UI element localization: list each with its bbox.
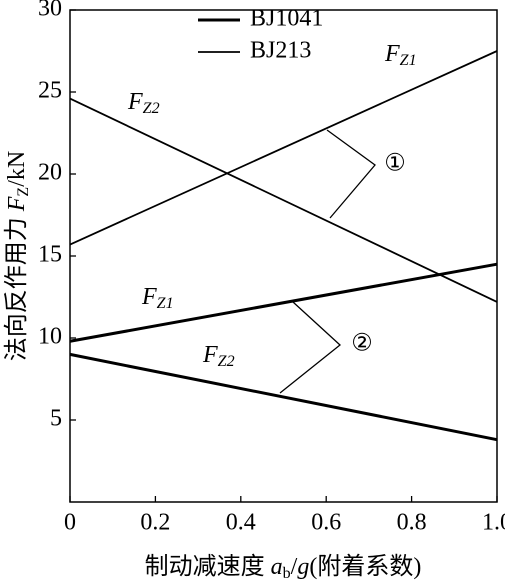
y-axis-label: 法向反作用力 FZ/kN: [3, 151, 32, 361]
x-tick-label: 0.4: [226, 510, 256, 536]
x-tick-label: 1.0: [482, 510, 505, 536]
legend-label: BJ213: [250, 38, 311, 64]
bracket: [326, 129, 376, 219]
series-line: [69, 352, 498, 442]
y-tick-label: 5: [50, 406, 62, 432]
series-line: [69, 50, 498, 246]
series-label: FZ2: [202, 342, 235, 370]
series-line: [69, 262, 498, 343]
x-tick-label: 0.6: [311, 510, 341, 536]
series-line: [69, 97, 498, 303]
y-tick-label: 30: [38, 0, 62, 22]
series-label: FZ1: [384, 41, 417, 69]
series-label: FZ2: [127, 89, 160, 117]
marker-label: ②: [351, 331, 373, 357]
x-tick-label: 0: [64, 510, 76, 536]
y-tick-label: 10: [38, 324, 62, 350]
x-tick-label: 0.8: [397, 510, 427, 536]
x-tick-label: 0.2: [140, 510, 170, 536]
marker-label: ①: [384, 151, 406, 177]
legend-label: BJ1041: [250, 6, 323, 32]
bracket: [279, 301, 341, 394]
y-tick-label: 20: [38, 160, 62, 186]
y-tick-label: 25: [38, 78, 62, 104]
series-label: FZ1: [141, 284, 174, 312]
y-tick-label: 15: [38, 242, 62, 268]
x-axis-label: 制动减速度 ab/g(附着系数): [145, 553, 422, 582]
